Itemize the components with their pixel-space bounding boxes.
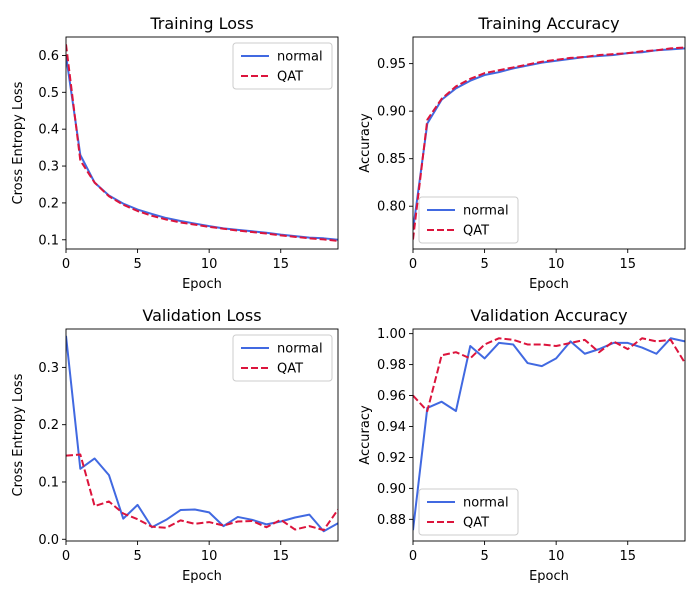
validation-loss-legend-label-qat: QAT — [277, 362, 303, 377]
validation-accuracy-x-tick-label: 5 — [480, 549, 488, 564]
validation-accuracy-legend-label-normal: normal — [463, 496, 509, 511]
validation-accuracy-legend-box — [418, 488, 519, 536]
training-accuracy-y-tick-label: 0.95 — [377, 57, 406, 72]
training-loss-axes-frame — [65, 36, 339, 250]
validation-accuracy-y-tick-label: 0.92 — [377, 451, 406, 466]
training-loss-y-tick-label: 0.6 — [38, 49, 59, 64]
validation-accuracy-legend-label-qat: QAT — [463, 516, 489, 531]
training-loss-y-tick-label: 0.2 — [38, 196, 59, 211]
training-accuracy-y-tick-label: 0.80 — [377, 200, 406, 215]
validation-loss-y-axis-label: Cross Entropy Loss — [11, 373, 26, 496]
training-loss-x-tick-label: 5 — [133, 257, 141, 272]
validation-loss-legend: normal QAT — [232, 334, 333, 382]
validation-loss-series-qat-line — [66, 453, 338, 532]
validation-loss-legend-label-normal: normal — [277, 342, 323, 357]
training-accuracy-y-tick-label: 0.85 — [377, 152, 406, 167]
validation-accuracy-y-tick-label: 0.96 — [377, 389, 406, 404]
chart-validation-accuracy: 0 5 10 15 0.88 0.90 0.92 0.94 0.96 0.98 1.00 Valida… — [358, 306, 686, 584]
training-accuracy-x-tick-label: 10 — [548, 257, 565, 272]
validation-loss-x-tick-label: 0 — [62, 549, 70, 564]
training-loss-y-tick-label: 0.1 — [38, 233, 59, 248]
validation-loss-axes-frame — [65, 328, 339, 542]
training-accuracy-title: Training Accuracy — [477, 14, 619, 33]
validation-accuracy-series-qat-line — [413, 337, 685, 413]
validation-accuracy-x-tick-label: 0 — [409, 549, 417, 564]
validation-accuracy-x-tick-label: 10 — [548, 549, 565, 564]
training-accuracy-x-axis-label: Epoch — [529, 277, 569, 292]
validation-loss-x-tick-label: 15 — [272, 549, 289, 564]
validation-loss-x-axis-label: Epoch — [182, 569, 222, 584]
validation-accuracy-legend: normal QAT — [418, 488, 519, 536]
validation-accuracy-y-tick-label: 0.90 — [377, 482, 406, 497]
training-loss-x-axis-label: Epoch — [182, 277, 222, 292]
validation-accuracy-y-tick-label: 0.88 — [377, 513, 406, 528]
validation-accuracy-y-tick-label: 0.98 — [377, 358, 406, 373]
chart-validation-loss: 0 5 10 15 0.0 0.1 0.2 0.3 Validation Loss Epoch Cr… — [11, 306, 339, 584]
training-loss-legend: normal QAT — [232, 42, 333, 90]
training-loss-x-tick-label: 10 — [201, 257, 218, 272]
chart-training-loss: 0 5 10 15 0.1 0.2 0.3 0.4 0.5 0.6 Training Loss Epo… — [11, 14, 339, 292]
training-loss-series-qat-line — [66, 44, 338, 242]
training-loss-y-axis-label: Cross Entropy Loss — [11, 81, 26, 204]
validation-accuracy-title: Validation Accuracy — [470, 306, 627, 325]
validation-accuracy-x-tick-label: 15 — [619, 549, 636, 564]
validation-loss-title: Validation Loss — [142, 306, 261, 325]
training-loss-title: Training Loss — [149, 14, 253, 33]
training-loss-legend-label-normal: normal — [277, 50, 323, 65]
validation-accuracy-x-axis-label: Epoch — [529, 569, 569, 584]
validation-loss-legend-box — [232, 334, 333, 382]
training-accuracy-x-tick-label: 15 — [619, 257, 636, 272]
training-accuracy-legend-label-qat: QAT — [463, 224, 489, 239]
training-loss-x-tick-label: 15 — [272, 257, 289, 272]
training-loss-y-tick-label: 0.4 — [38, 123, 59, 138]
validation-loss-y-tick-label: 0.2 — [38, 418, 59, 433]
validation-accuracy-y-tick-label: 1.00 — [377, 327, 406, 342]
validation-loss-x-tick-label: 10 — [201, 549, 218, 564]
validation-accuracy-y-axis-label: Accuracy — [358, 405, 373, 465]
training-accuracy-x-tick-label: 0 — [409, 257, 417, 272]
validation-loss-y-tick-label: 0.3 — [38, 361, 59, 376]
training-accuracy-legend-box — [418, 196, 519, 244]
training-accuracy-y-tick-label: 0.90 — [377, 105, 406, 120]
training-accuracy-legend-label-normal: normal — [463, 204, 509, 219]
training-accuracy-axes-frame — [412, 36, 686, 250]
validation-loss-y-tick-label: 0.1 — [38, 475, 59, 490]
validation-loss-y-tick-label: 0.0 — [38, 533, 59, 548]
validation-loss-series-normal-line — [66, 335, 338, 533]
validation-loss-x-tick-label: 5 — [133, 549, 141, 564]
chart-training-accuracy: 0 5 10 15 0.80 0.85 0.90 0.95 Training Accuracy E… — [358, 14, 686, 292]
validation-accuracy-axes-frame — [412, 328, 686, 542]
validation-accuracy-series-normal-line — [413, 337, 685, 531]
training-loss-y-tick-label: 0.3 — [38, 160, 59, 175]
training-loss-x-tick-label: 0 — [62, 257, 70, 272]
training-loss-legend-label-qat: QAT — [277, 70, 303, 85]
validation-accuracy-y-tick-label: 0.94 — [377, 420, 406, 435]
training-loss-legend-box — [232, 42, 333, 90]
training-accuracy-series-qat-line — [413, 46, 685, 240]
training-accuracy-legend: normal QAT — [418, 196, 519, 244]
training-accuracy-y-axis-label: Accuracy — [358, 113, 373, 173]
training-loss-y-tick-label: 0.5 — [38, 86, 59, 101]
training-accuracy-x-tick-label: 5 — [480, 257, 488, 272]
